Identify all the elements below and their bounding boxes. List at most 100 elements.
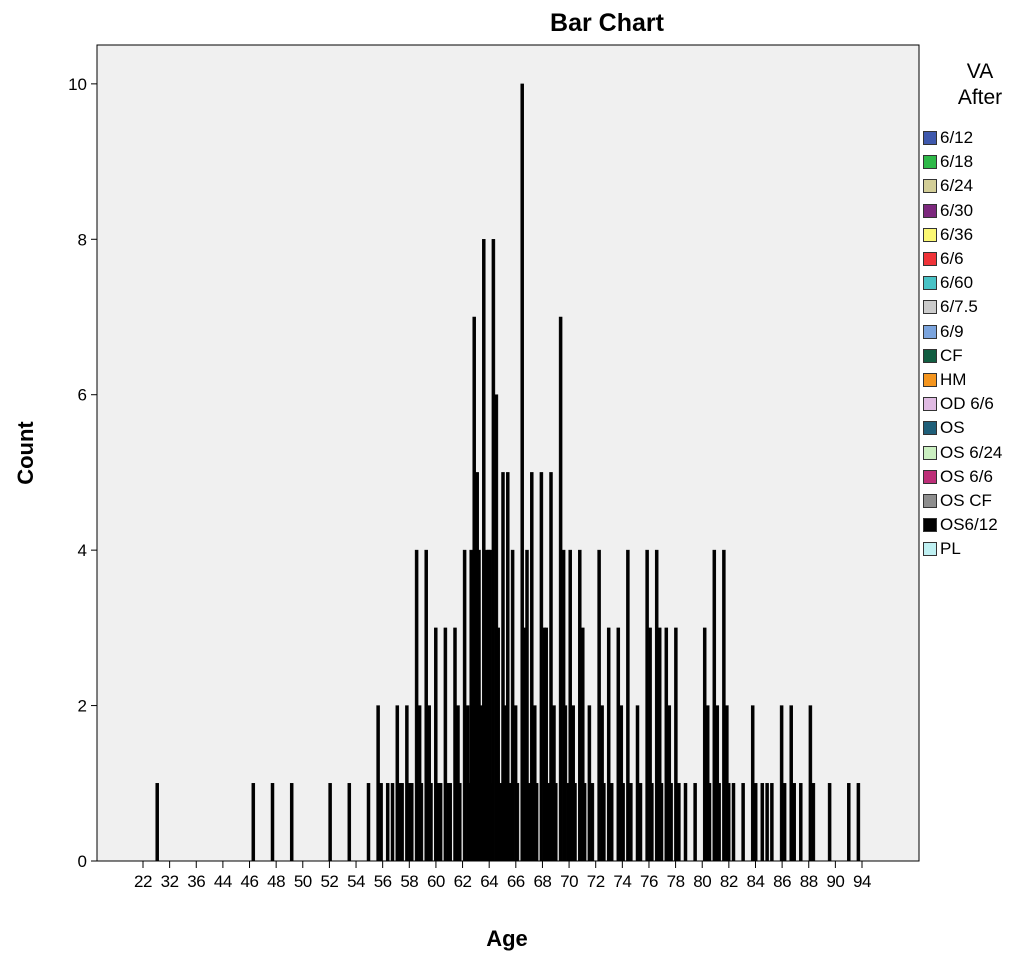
bar-age-46.5-0	[390, 783, 395, 862]
bar-age-53-0	[453, 627, 457, 862]
bar-age-81.5-0	[726, 783, 731, 862]
bar-age-74-1	[657, 627, 662, 862]
legend-label: OS6/12	[940, 515, 998, 535]
bar-age-53.5-0	[458, 783, 462, 862]
bar-age-77-0	[683, 783, 688, 862]
bar-age-84-1	[753, 783, 758, 862]
legend-swatch	[923, 179, 937, 194]
bar-age-79.5-0	[707, 783, 712, 862]
legend-item: 6/18	[923, 151, 973, 173]
legend-item: 6/24	[923, 175, 973, 197]
y-axis: 0 2 4 6 8 10	[68, 45, 98, 871]
legend-item: 6/30	[923, 200, 973, 222]
bar-age-58.5-0	[506, 472, 510, 862]
legend-label: 6/7.5	[940, 297, 978, 317]
bar-age-56-2	[479, 705, 483, 862]
y-tick-label: 4	[78, 541, 87, 560]
legend-label: 6/9	[940, 321, 964, 341]
legend-label: CF	[940, 345, 963, 365]
legend-swatch	[923, 203, 937, 218]
bar-age-88-0	[789, 705, 793, 862]
x-tick-label: 32	[161, 872, 179, 891]
bar-age-73.5-0	[650, 783, 654, 862]
bar-age-69-1	[609, 783, 614, 862]
legend-swatch	[923, 155, 937, 170]
x-tick-label: 82	[720, 872, 738, 891]
bar-age-81-0	[722, 549, 726, 862]
bar-age-73-0	[645, 549, 649, 862]
bar-age-74-0	[654, 549, 659, 862]
bar-age-76-0	[674, 627, 678, 862]
bar-age-84-0	[750, 705, 755, 862]
bar-age-87-0	[779, 705, 784, 862]
legend-label: OS 6/24	[940, 442, 1003, 462]
bar-age-94-0	[847, 783, 851, 862]
x-tick-label: 56	[374, 872, 392, 891]
bar-age-69-0	[606, 627, 611, 862]
x-tick-label: 94	[853, 872, 871, 891]
legend-label: 6/60	[940, 273, 974, 293]
bar-age-70-0	[616, 627, 621, 862]
bar-age-79-0	[702, 627, 707, 862]
legend-label: OS 6/6	[940, 466, 993, 486]
bar-age-67-0	[587, 705, 592, 862]
legend-label: 6/30	[940, 200, 974, 220]
bar-age-87-1	[782, 783, 787, 862]
x-tick-label: 44	[214, 872, 232, 891]
x-tick-label: 22	[134, 872, 152, 891]
x-axis: 22 32 36 44 46 48 50 52 54 56 58 60 62 64 66 68 70 72 74 76…	[134, 861, 871, 891]
x-tick-label: 52	[320, 872, 338, 891]
x-tick-label: 60	[427, 872, 445, 891]
legend-item: CF	[923, 345, 963, 367]
bar-age-71-0	[626, 549, 630, 862]
bar-age-61.5-0	[534, 783, 539, 862]
bar-age-65-0	[568, 549, 572, 862]
bar-age-63-0	[549, 472, 553, 862]
x-tick-label: 70	[560, 872, 578, 891]
bar-age-45-1	[379, 783, 383, 862]
bar-age-83-0	[741, 783, 745, 862]
y-tick-label: 10	[68, 75, 87, 94]
x-tick-label: 76	[640, 872, 658, 891]
bar-age-95-0	[856, 783, 861, 862]
bar-age-42-0	[347, 783, 352, 862]
bar-age-50.5-0	[429, 783, 433, 862]
legend-item: OS CF	[923, 490, 992, 512]
bar-age-86-0	[770, 783, 774, 862]
legend-item: PL	[923, 538, 961, 560]
bar-age-52.5-0	[448, 783, 452, 862]
legend-label: 6/18	[940, 152, 974, 172]
bar-age-54-0	[462, 549, 467, 862]
bar-age-63.5-0	[554, 783, 558, 862]
bar-age-65.5-0	[573, 783, 577, 862]
legend-item: 6/60	[923, 272, 973, 294]
x-tick-label: 62	[454, 872, 472, 891]
x-tick-label: 36	[187, 872, 205, 891]
y-tick-label: 0	[78, 852, 87, 871]
bar-age-76-1	[677, 783, 681, 862]
y-tick-label: 8	[78, 230, 87, 249]
bar-age-68-0	[597, 549, 601, 862]
x-tick-label: 86	[773, 872, 791, 891]
legend-item: HM	[923, 369, 966, 391]
x-tick-label: 64	[480, 872, 498, 891]
bar-age-32-0	[251, 783, 256, 862]
legend-item: OS 6/6	[923, 466, 993, 488]
bar-age-51.5-0	[438, 783, 443, 862]
legend-label: OD 6/6	[940, 394, 994, 414]
bar-age-66-0	[578, 549, 582, 862]
x-tick-label: 80	[693, 872, 711, 891]
legend-swatch	[923, 469, 937, 484]
bar-series-group	[155, 83, 861, 862]
bar-age-48-0	[405, 705, 409, 862]
x-tick-label: 88	[800, 872, 818, 891]
bar-age-40-0	[328, 783, 332, 862]
y-tick-label: 6	[78, 386, 87, 405]
legend-swatch	[923, 227, 937, 242]
legend-swatch	[923, 421, 937, 436]
bar-age-49-0	[414, 549, 419, 862]
bar-age-66.5-0	[582, 783, 587, 862]
bar-age-55-0	[472, 316, 476, 862]
bar-age-67-1	[590, 783, 595, 862]
bar-age-80.5-0	[717, 783, 721, 862]
